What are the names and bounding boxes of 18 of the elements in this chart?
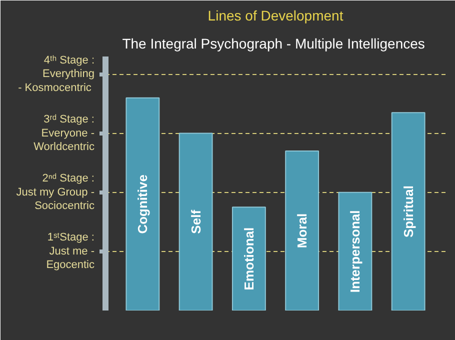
bar (232, 206, 266, 310)
x-tick-label: Cognitive (135, 174, 150, 234)
y-tick-label: 2ⁿᵈ Stage : Just my Group - Sociocentric (16, 172, 95, 212)
bar (391, 112, 426, 310)
x-tick-label: Moral (294, 213, 310, 248)
bar (338, 192, 372, 310)
bar (178, 132, 213, 310)
x-tick-label: Self (188, 209, 204, 234)
chart-title: Lines of Development (208, 8, 344, 24)
bar (285, 150, 320, 310)
bar (126, 97, 160, 310)
y-tick-label: 1ˢᵗStage : Just me - Egocentic (46, 232, 95, 272)
x-tick-label: Spiritual (400, 186, 416, 238)
chart-subtitle: The Integral Psychograph - Multiple Intelligences (122, 36, 425, 52)
x-tick-label: Emotional (241, 227, 256, 290)
x-tick-label: Interpersonal (348, 210, 363, 293)
y-tick-label: 4ᵗʰ Stage : Everything - Kosmocentric (18, 54, 95, 94)
y-tick-label: 3ʳᵈ Stage : Everyone - Worldcentric (34, 113, 95, 154)
